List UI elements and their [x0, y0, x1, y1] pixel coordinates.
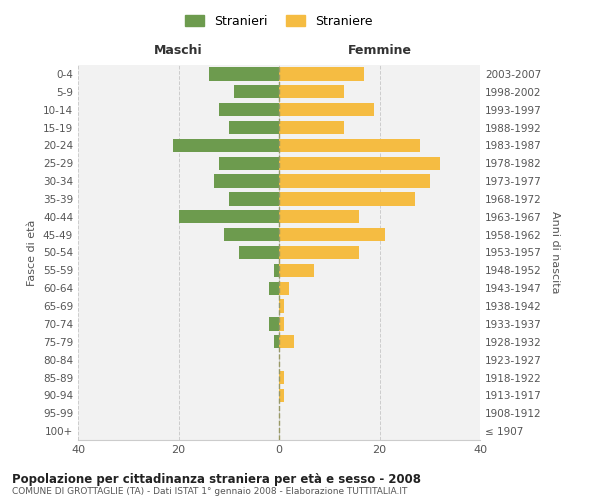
Bar — [274, 335, 279, 348]
Legend: Stranieri, Straniere: Stranieri, Straniere — [185, 15, 373, 28]
Bar — [279, 228, 385, 241]
Bar — [279, 264, 314, 277]
Bar — [279, 300, 284, 313]
Bar — [234, 85, 279, 98]
Y-axis label: Anni di nascita: Anni di nascita — [550, 211, 560, 294]
Bar — [279, 103, 374, 117]
Bar — [269, 282, 279, 295]
Bar — [279, 371, 284, 384]
Bar — [279, 246, 359, 259]
Bar — [279, 210, 359, 224]
Bar — [279, 192, 415, 205]
Bar — [218, 103, 279, 117]
Y-axis label: Fasce di età: Fasce di età — [28, 220, 37, 286]
Bar — [224, 228, 279, 241]
Bar — [279, 388, 284, 402]
Text: Femmine: Femmine — [347, 44, 412, 58]
Bar — [279, 317, 284, 330]
Bar — [179, 210, 279, 224]
Bar — [229, 121, 279, 134]
Bar — [279, 282, 289, 295]
Bar — [279, 138, 420, 152]
Bar — [279, 335, 294, 348]
Text: Popolazione per cittadinanza straniera per età e sesso - 2008: Popolazione per cittadinanza straniera p… — [12, 472, 421, 486]
Bar — [218, 156, 279, 170]
Bar — [239, 246, 279, 259]
Bar — [279, 156, 440, 170]
Bar — [274, 264, 279, 277]
Text: Maschi: Maschi — [154, 44, 203, 58]
Bar — [279, 67, 364, 80]
Bar — [279, 174, 430, 188]
Bar — [279, 85, 344, 98]
Bar — [214, 174, 279, 188]
Bar — [279, 121, 344, 134]
Bar — [269, 317, 279, 330]
Bar — [229, 192, 279, 205]
Text: COMUNE DI GROTTAGLIE (TA) - Dati ISTAT 1° gennaio 2008 - Elaborazione TUTTITALIA: COMUNE DI GROTTAGLIE (TA) - Dati ISTAT 1… — [12, 486, 407, 496]
Bar — [209, 67, 279, 80]
Bar — [173, 138, 279, 152]
